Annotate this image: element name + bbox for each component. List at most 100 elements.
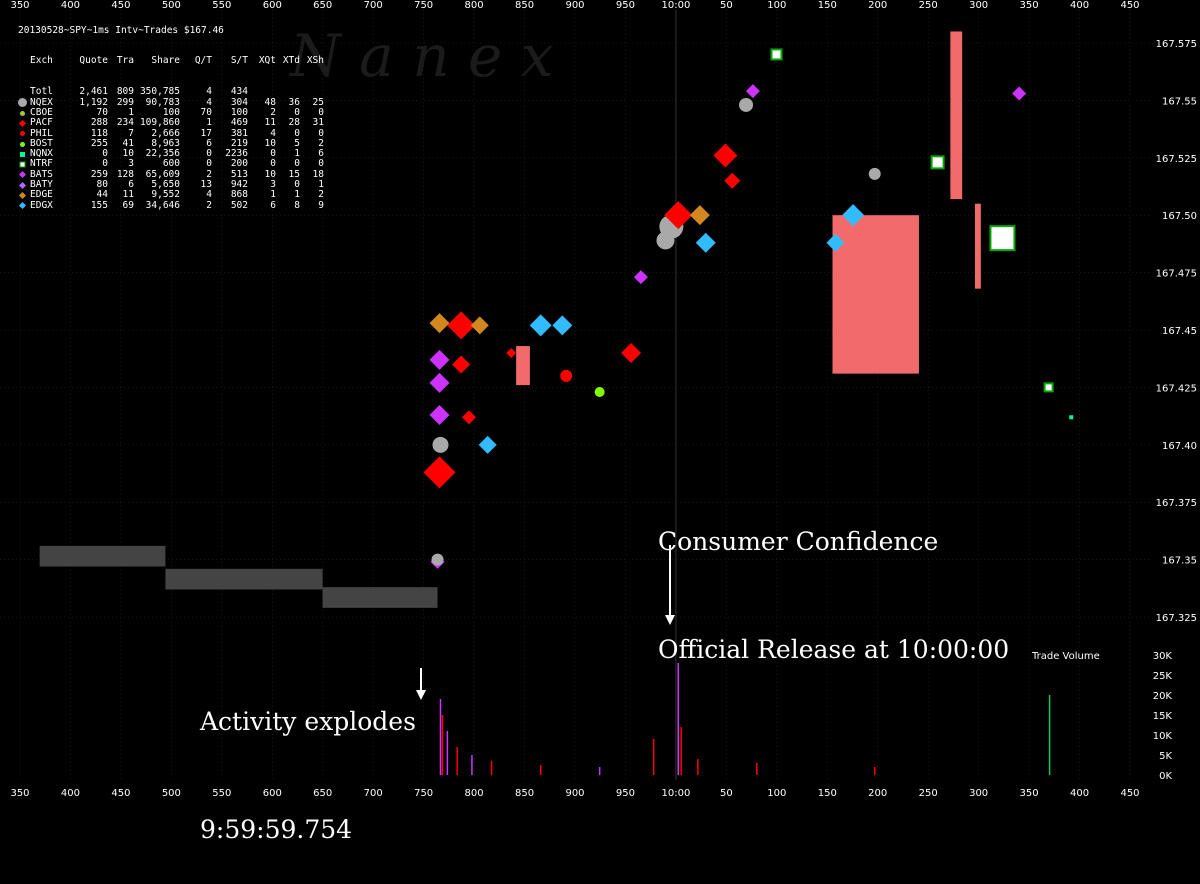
trade-point-bats	[429, 349, 450, 370]
sell-block	[974, 203, 981, 289]
legend-cell-xsh: 25	[312, 96, 324, 108]
nbbo-segment	[322, 587, 438, 608]
trade-point-edge	[470, 316, 489, 335]
legend-cell-st: 100	[230, 106, 248, 118]
legend-cell-quote: 44	[96, 189, 108, 201]
trade-point-nqex	[431, 553, 444, 566]
x-tick-label-bottom: 400	[1070, 788, 1089, 799]
legend-cell-xsh: 1	[318, 179, 324, 191]
legend-cell-xqt: 10	[264, 137, 276, 149]
x-tick-label-top: 400	[1070, 0, 1089, 11]
y-tick-label: 167.525	[1156, 154, 1197, 165]
legend-cell-xtd: 0	[294, 106, 300, 118]
x-tick-label-bottom: 800	[465, 788, 484, 799]
legend-cell-qt: 17	[200, 127, 212, 139]
trade-point-pacf	[713, 143, 738, 168]
legend-cell-quote: 255	[90, 137, 108, 149]
legend-cell-tra: 809	[116, 86, 134, 98]
legend-cell-st: 200	[230, 158, 248, 170]
trade-point-edgx	[842, 204, 865, 227]
volume-tick-label: 15K	[1153, 711, 1173, 722]
legend-cell-share: 90,783	[145, 96, 180, 108]
consumer-line-1: Consumer Confidence	[658, 527, 939, 556]
legend-cell-qt: 70	[200, 106, 212, 118]
x-tick-label-bottom: 300	[969, 788, 988, 799]
y-tick-label: 167.325	[1156, 613, 1197, 624]
legend-row-baty: BATY 80 6 5,650 13 942 3 0 1	[18, 179, 324, 191]
legend-cell-st: 868	[230, 189, 248, 201]
legend-cell-tra: 10	[122, 148, 134, 160]
legend-cell-tra: 1	[128, 106, 134, 118]
legend-col-qt: Q/T	[194, 55, 212, 67]
trade-point-bost	[594, 387, 605, 397]
legend-row-nqnx: NQNX 0 10 22,356 0 2236 0 1 6	[18, 148, 324, 160]
trade-point-edgx	[478, 435, 497, 454]
legend-cell-xsh: 18	[312, 168, 324, 180]
x-tick-label-bottom: 550	[212, 788, 231, 799]
legend-cell-quote: 0	[102, 148, 108, 160]
circle-marker-icon	[18, 129, 27, 138]
x-tick-label-top: 450	[111, 0, 130, 11]
activity-line-2: 9:59:59.754	[200, 815, 353, 844]
legend-row-nqex: NQEX 1,192 299 90,783 4 304 48 36 25	[18, 96, 324, 108]
x-tick-label-bottom: 450	[1120, 788, 1139, 799]
nanex-watermark: N a n e x	[290, 22, 554, 90]
y-tick-label: 167.45	[1162, 326, 1197, 337]
diamond-marker-icon	[18, 201, 27, 210]
legend-cell-exch: Totl	[30, 86, 53, 98]
trade-point-bats	[429, 404, 450, 425]
trade-point-edge	[429, 313, 450, 334]
legend-cell-xqt: 4	[270, 127, 276, 139]
volume-tick-label: 20K	[1153, 691, 1173, 702]
legend-cell-qt: 6	[206, 137, 212, 149]
circle-marker-icon	[18, 109, 27, 118]
legend-cell-xqt: 11	[264, 117, 276, 129]
legend-cell-qt: 2	[206, 199, 212, 211]
legend-cell-tra: 41	[122, 137, 134, 149]
legend-cell-qt: 4	[206, 86, 212, 98]
legend-row-pacf: PACF 288 234 109,860 1 469 11 28 31	[18, 117, 324, 129]
x-tick-label-bottom: 900	[565, 788, 584, 799]
legend-cell-share: 5,650	[151, 179, 180, 191]
legend-cell-qt: 4	[206, 189, 212, 201]
x-tick-label-bottom: 200	[868, 788, 887, 799]
legend-cell-xsh: 6	[318, 148, 324, 160]
x-tick-label-bottom: 350	[1020, 788, 1039, 799]
x-tick-label-top: 950	[616, 0, 635, 11]
legend-cell-quote: 80	[96, 179, 108, 191]
trade-point-nqex	[868, 167, 881, 180]
legend-row-bost: BOST 255 41 8,963 6 219 10 5 2	[18, 137, 324, 149]
y-tick-label: 167.55	[1162, 96, 1197, 107]
legend-col-st: S/T	[230, 55, 248, 67]
legend-cell-exch: PACF	[30, 117, 53, 129]
x-tick-label-top: 150	[818, 0, 837, 11]
x-tick-label-top: 250	[919, 0, 938, 11]
y-tick-label: 167.50	[1162, 211, 1197, 222]
y-axis-ticks: 167.325 167.35 167.375 167.40 167.425 167.45 1…	[1156, 39, 1197, 624]
x-tick-label-top: 900	[565, 0, 584, 11]
legend-cell-quote: 118	[90, 127, 108, 139]
trade-point-ntrf	[1043, 382, 1054, 393]
x-tick-label-top: 800	[465, 0, 484, 11]
legend-cell-tra: 7	[128, 127, 134, 139]
y-tick-label: 167.35	[1162, 556, 1197, 567]
x-tick-label-top: 600	[263, 0, 282, 11]
y-tick-label: 167.375	[1156, 498, 1197, 509]
x-tick-label-bottom: 950	[616, 788, 635, 799]
diamond-marker-icon	[18, 170, 27, 179]
y-tick-label: 167.425	[1156, 383, 1197, 394]
legend-cell-qt: 2	[206, 168, 212, 180]
volume-axis-ticks: 0K 5K 10K 15K 20K 25K 30K	[1153, 651, 1173, 782]
legend-col-quote: Quote	[79, 55, 108, 67]
legend-row-bats: BATS 259 128 65,609 2 513 10 15 18	[18, 168, 324, 180]
trade-point-pacf	[447, 311, 476, 340]
x-tick-label-top: 100	[767, 0, 786, 11]
trade-point-edgx	[826, 233, 845, 252]
x-tick-label-bottom: 450	[111, 788, 130, 799]
legend-cell-share: 22,356	[145, 148, 180, 160]
legend-cell-xqt: 48	[264, 96, 276, 108]
legend-cell-xtd: 0	[294, 179, 300, 191]
legend-cell-quote: 155	[90, 199, 108, 211]
nbbo-segment	[165, 568, 323, 590]
legend-cell-qt: 0	[206, 158, 212, 170]
